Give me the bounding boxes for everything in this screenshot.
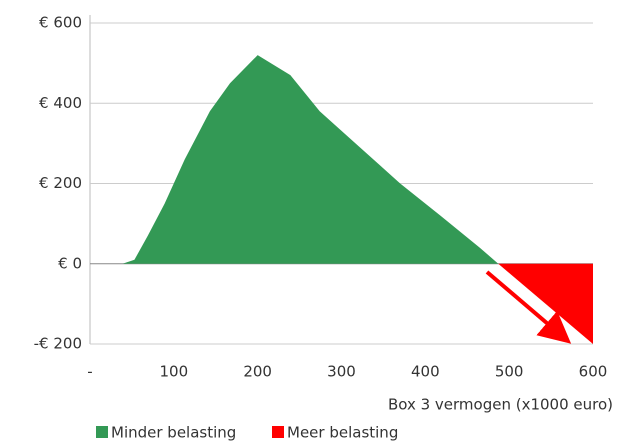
- y-tick-label: -€ 200: [34, 335, 82, 353]
- y-tick-label: € 400: [39, 94, 82, 112]
- x-tick-label: 500: [495, 363, 524, 381]
- area: [122, 55, 499, 264]
- legend-swatch: [272, 426, 284, 438]
- area: [498, 263, 593, 344]
- x-tick-label: 300: [327, 363, 356, 381]
- x-axis-label: Box 3 vermogen (x1000 euro): [388, 396, 613, 414]
- y-tick-label: € 200: [39, 174, 82, 192]
- y-tick-label: € 600: [39, 14, 82, 32]
- y-tick-label: € 0: [58, 254, 82, 272]
- legend-label: Meer belasting: [287, 424, 398, 442]
- arrow: [485, 270, 572, 344]
- x-tick-label: 400: [411, 363, 440, 381]
- x-tick-label: -: [87, 363, 92, 381]
- x-tick-label: 600: [579, 363, 608, 381]
- x-tick-label: 200: [243, 363, 272, 381]
- legend-label: Minder belasting: [111, 424, 236, 442]
- x-tick-label: 100: [160, 363, 189, 381]
- legend-swatch: [96, 426, 108, 438]
